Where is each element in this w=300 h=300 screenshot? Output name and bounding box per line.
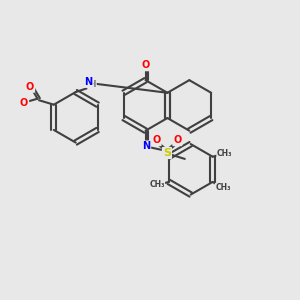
Text: CH₃: CH₃ xyxy=(217,149,232,158)
Text: O: O xyxy=(20,98,28,108)
Text: N: N xyxy=(142,141,150,152)
Text: N: N xyxy=(84,77,92,87)
Text: CH₃: CH₃ xyxy=(215,183,231,192)
Text: O: O xyxy=(26,82,34,92)
Text: O: O xyxy=(141,60,150,70)
Text: H: H xyxy=(88,80,96,89)
Text: O: O xyxy=(152,135,161,145)
Text: S: S xyxy=(163,148,171,158)
Text: O: O xyxy=(173,135,182,145)
Text: CH₃: CH₃ xyxy=(149,180,165,189)
